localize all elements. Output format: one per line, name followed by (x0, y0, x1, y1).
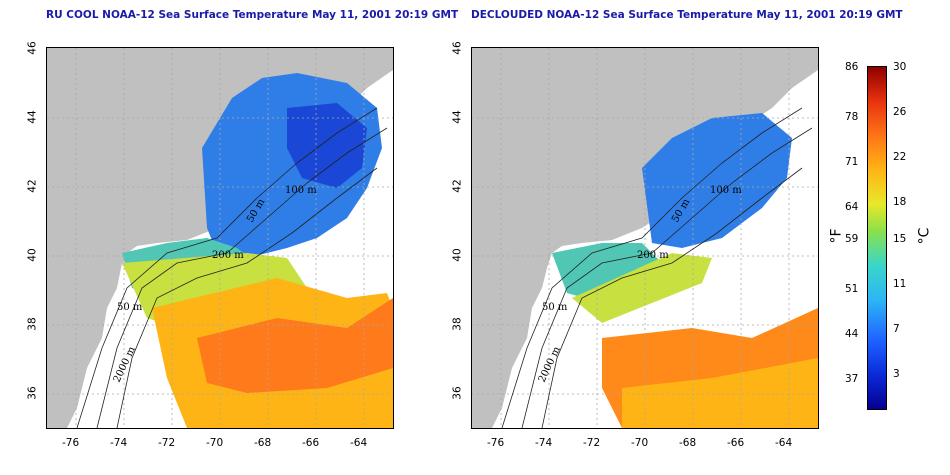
latitude-tick: 40 (451, 248, 464, 262)
sst-swath-edge-white (107, 263, 187, 428)
celsius-tick: 22 (893, 151, 907, 163)
sst-gulf-stream (622, 358, 818, 428)
fahrenheit-tick: 86 (845, 61, 859, 73)
fahrenheit-tick: 64 (845, 201, 859, 213)
latitude-tick: 40 (26, 248, 39, 262)
latitude-tick: 46 (451, 41, 464, 55)
fahrenheit-tick: 51 (845, 283, 859, 295)
isobath-label: 100 m (710, 185, 742, 196)
latitude-tick: 38 (451, 317, 464, 331)
colorbar-gradient (868, 67, 886, 409)
fahrenheit-unit-label: °F (828, 228, 845, 244)
temperature-colorbar (867, 66, 887, 410)
sst-yellow-band (572, 253, 712, 323)
celsius-tick: 18 (893, 196, 907, 208)
celsius-tick: 7 (893, 323, 900, 335)
latitude-tick: 44 (451, 110, 464, 124)
longitude-tick: -64 (350, 437, 368, 449)
isobath-label: 100 m (285, 185, 317, 196)
longitude-tick: -76 (487, 437, 505, 449)
isobath-label: 200 m (637, 250, 669, 261)
longitude-tick: -72 (583, 437, 601, 449)
left-sst-map[interactable]: 50 m 200 m 2000 m 100 m 50 m (46, 47, 394, 429)
latitude-tick: 36 (451, 386, 464, 400)
isobath-label: 200 m (212, 250, 244, 261)
land-mass (472, 48, 818, 428)
longitude-tick: -74 (535, 437, 553, 449)
longitude-tick: -66 (727, 437, 745, 449)
longitude-tick: -68 (679, 437, 697, 449)
longitude-tick: -70 (206, 437, 224, 449)
celsius-unit-label: °C (916, 227, 933, 245)
longitude-tick: -68 (254, 437, 272, 449)
right-sst-map[interactable]: 50 m 200 m 2000 m 100 m 50 m (471, 47, 819, 429)
celsius-tick: 3 (893, 368, 900, 380)
lat-lon-grid (47, 48, 393, 428)
sst-swath-north (642, 113, 792, 248)
right-map-title: DECLOUDED NOAA-12 Sea Surface Temperatur… (471, 9, 903, 21)
latitude-tick: 38 (26, 317, 39, 331)
isobath-label: 50 m (117, 302, 143, 313)
fahrenheit-tick: 59 (845, 233, 859, 245)
fahrenheit-tick: 37 (845, 373, 859, 385)
isobath-lines (501, 107, 813, 428)
land-mass (47, 48, 393, 428)
fahrenheit-tick: 78 (845, 111, 859, 123)
longitude-tick: -74 (110, 437, 128, 449)
fahrenheit-tick: 44 (845, 328, 859, 340)
left-map-title: RU COOL NOAA-12 Sea Surface Temperature … (46, 9, 459, 21)
latitude-tick: 42 (451, 179, 464, 193)
latitude-tick: 42 (26, 179, 39, 193)
lat-lon-grid (472, 48, 818, 428)
celsius-tick: 30 (893, 61, 907, 73)
latitude-tick: 36 (26, 386, 39, 400)
celsius-tick: 15 (893, 233, 907, 245)
sst-gulf-stream (197, 298, 393, 393)
longitude-tick: -64 (775, 437, 793, 449)
longitude-tick: -66 (302, 437, 320, 449)
celsius-tick: 11 (893, 278, 907, 290)
longitude-tick: -76 (62, 437, 80, 449)
celsius-tick: 26 (893, 106, 907, 118)
isobath-label: 50 m (542, 302, 568, 313)
fahrenheit-tick: 71 (845, 156, 859, 168)
latitude-tick: 44 (26, 110, 39, 124)
longitude-tick: -70 (631, 437, 649, 449)
longitude-tick: -72 (158, 437, 176, 449)
isobath-lines (76, 107, 388, 428)
sst-cold-patch (287, 103, 367, 188)
latitude-tick: 46 (26, 41, 39, 55)
